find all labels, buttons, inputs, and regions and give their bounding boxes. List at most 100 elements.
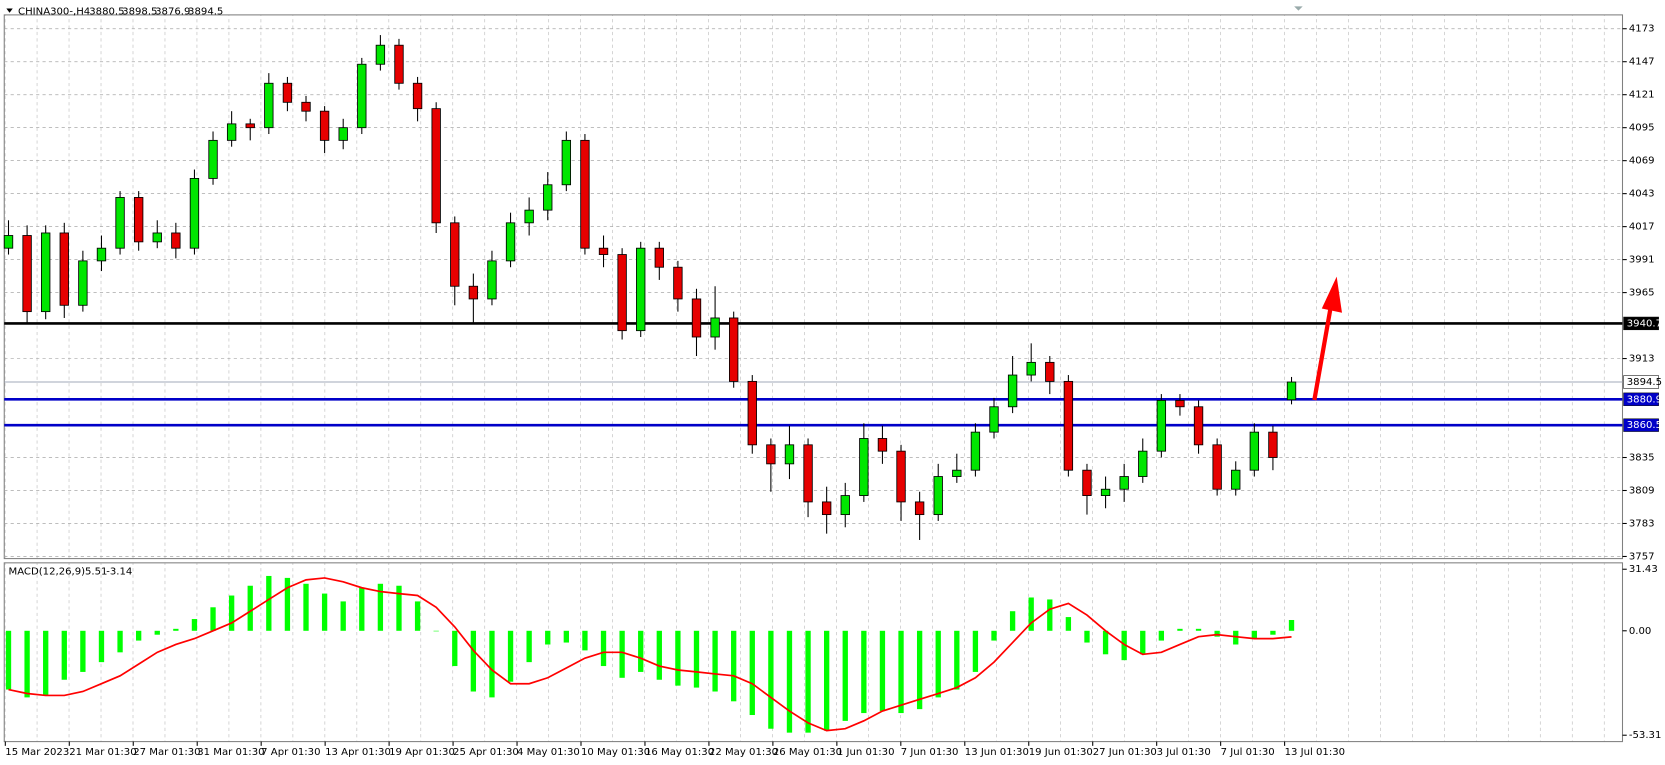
y-tick-label: 3783 [1629,518,1655,529]
macd-bar [638,630,644,672]
macd-bar [842,630,848,721]
x-tick-label: 7 Jul 01:30 [1221,747,1275,758]
y-tick-label: 3965 [1629,288,1655,299]
candle-body [561,139,572,186]
macd-bar [433,630,439,632]
candle-body [357,63,367,129]
x-tick-label: 19 Jun 01:30 [1029,747,1093,758]
vertical-grid [4,562,1623,742]
candle-body [896,450,906,503]
macd-bar [1028,597,1034,631]
macd-bar [1288,619,1295,631]
macd-bar [805,630,811,733]
macd-bar [173,628,179,631]
shift-marker[interactable] [1294,6,1303,11]
candle-body [319,110,330,141]
candle-body [1100,488,1111,496]
x-tick-label: 4 May 01:30 [517,747,580,758]
macd-bar [731,630,737,702]
macd-bar [879,630,886,712]
macd-bar [24,630,30,698]
x-tick-label: 3 Jul 01:30 [1157,747,1211,758]
price-label-box [1623,316,1659,331]
candle-body [636,247,646,332]
macd-bar [1270,630,1276,635]
collapse-icon[interactable] [6,8,13,13]
macd-bar [452,630,458,667]
y-tick-label: 3835 [1629,453,1655,464]
price-label-box [1623,375,1659,389]
macd-bar [507,630,514,682]
candle-body [115,197,125,249]
x-tick-label: 21 Mar 01:30 [69,747,136,758]
price-label: 3894.5 [1627,377,1662,388]
candle-body [133,197,144,243]
y-tick-label: 4043 [1629,189,1655,200]
macd-bar [414,601,421,631]
x-tick-label: 25 Apr 01:30 [453,747,519,758]
macd-bar [768,630,774,729]
candle-body [1175,399,1185,408]
macd-bar [972,630,979,672]
ohlc-open: 3880.5 [89,7,124,18]
macd-bar [693,630,700,688]
y-tick-label: 3991 [1629,255,1655,266]
macd-signal-line [8,577,1292,732]
plot-layer: 4173 4147 4121 4095 4069 4043 4017 3991 3965 3913… [3,24,1662,758]
macd-bar [1177,628,1183,631]
candle-body [877,438,888,452]
candle-body [1268,431,1278,458]
ohlc-low: 3876.9 [155,7,190,18]
macd-bar [916,630,923,710]
x-tick-label: 22 May 01:30 [709,747,778,758]
candle-body [505,222,516,262]
candle-body [1231,469,1241,490]
candle-body [859,438,869,496]
macd-bar [266,575,272,631]
candle-body [468,285,479,300]
candle-body [96,247,107,262]
macd-bar [247,585,253,631]
candle-body [1007,374,1018,408]
candle-body [654,247,664,268]
macd-bar [582,630,588,651]
x-tick-label: 27 Mar 01:30 [133,747,200,758]
x-tick-label: 15 Mar 2023 [5,747,69,758]
candle-body [524,209,534,224]
macd-bar [675,630,681,686]
macd-bar [340,601,346,631]
macd-bar [210,607,216,631]
macd-bar [117,630,123,653]
candle-body [152,232,162,243]
y-tick-label: 4121 [1629,90,1655,101]
x-tick-label: 7 Apr 01:30 [261,747,320,758]
macd-bar [321,593,328,631]
candle-body [747,380,757,446]
x-tick-label: 19 Apr 01:30 [389,747,455,758]
x-tick-label: 13 Jul 01:30 [1285,747,1345,758]
price-label: 3880.9 [1627,394,1662,405]
candle-body [1119,476,1129,490]
y-tick-label: 4147 [1629,57,1655,68]
candle-body [226,123,237,141]
macd-label: MACD(12,26,9) [9,566,86,577]
macd-bar [1102,630,1109,655]
y-tick-label: 3913 [1629,354,1655,365]
macd-bar [545,630,551,645]
macd-bar [154,630,160,635]
candle-body [840,495,850,516]
candle-body [970,431,981,471]
candle-body [22,235,32,313]
macd-bar [563,630,569,643]
candle-body [282,82,293,103]
macd-bar [1121,630,1127,661]
price-label-box [1623,418,1659,432]
candle-body [1082,469,1092,496]
candle-body [673,266,683,300]
macd-bar [136,630,142,641]
candle-body [617,254,627,332]
candle-body [933,476,943,516]
candle-body [450,222,460,287]
macd-bar [489,630,495,698]
candle-body [264,82,274,129]
